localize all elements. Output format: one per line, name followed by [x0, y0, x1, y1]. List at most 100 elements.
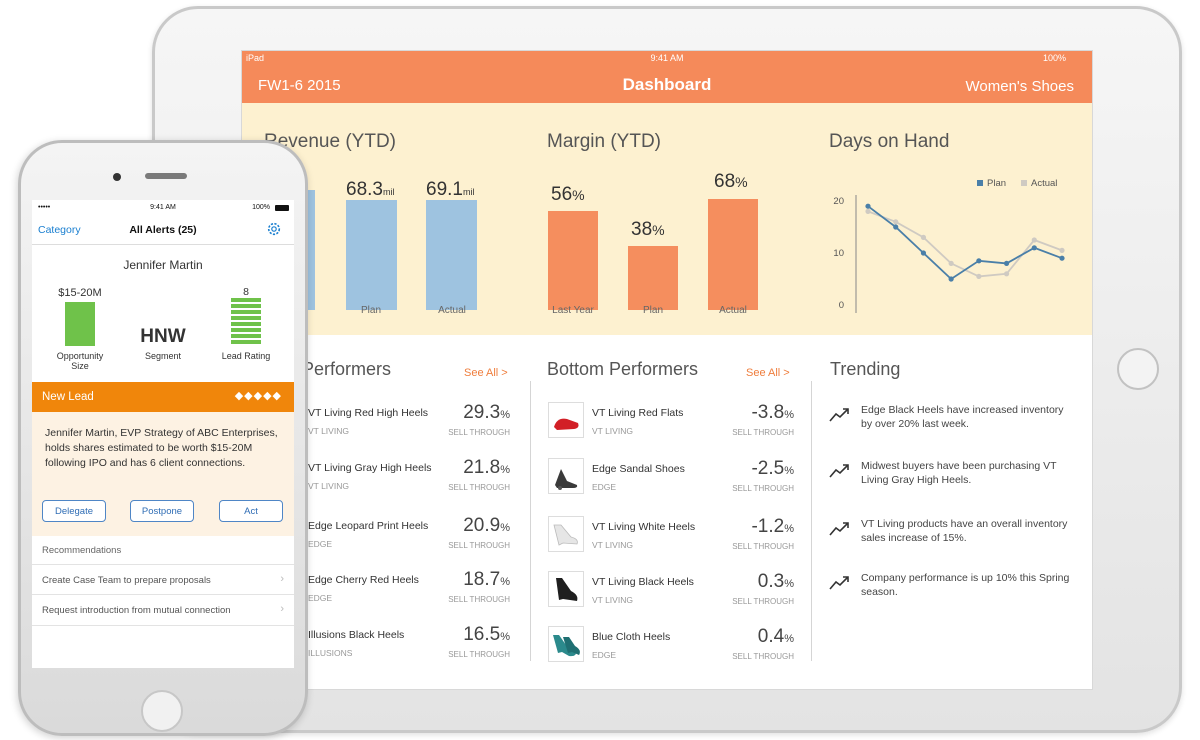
- data-point-actual: [865, 208, 871, 214]
- postpone-button[interactable]: Postpone: [130, 500, 194, 522]
- camera-icon: [113, 173, 121, 181]
- sell-through-value: -3.8%: [751, 402, 794, 423]
- bottom-performers-see-all-link[interactable]: See All >: [746, 367, 790, 379]
- bottom-performer-row[interactable]: Blue Cloth Heels EDGE 0.4% SELL THROUGH: [548, 626, 794, 676]
- margin-last-year-value: 56%: [551, 184, 585, 205]
- sandal-thumbnail: [548, 458, 584, 494]
- opportunity-size-bar: [65, 302, 95, 346]
- revenue-bar-actual[interactable]: [426, 200, 477, 310]
- data-point-plan: [893, 224, 899, 230]
- sell-through-label: SELL THROUGH: [732, 542, 794, 551]
- ipad-screen: iPad 9:41 AM 100% FW1-6 2015 Dashboard W…: [241, 50, 1093, 690]
- segment-label: Segment: [144, 351, 182, 361]
- chevron-right-icon: ›: [280, 573, 284, 585]
- bottom-performer-row[interactable]: VT Living White Heels VT LIVING -1.2% SE…: [548, 516, 794, 566]
- white-heels-thumbnail: [548, 516, 584, 552]
- page-title: Dashboard: [622, 75, 712, 94]
- margin-actual-label: Actual: [719, 305, 747, 316]
- data-point-actual: [976, 273, 982, 279]
- product-brand: VT LIVING: [592, 540, 633, 550]
- battery-icon: [275, 205, 289, 211]
- sell-through-label: SELL THROUGH: [448, 595, 510, 604]
- sell-through-label: SELL THROUGH: [448, 541, 510, 550]
- sell-through-value: 29.3%: [463, 402, 510, 423]
- sell-through-value: 16.5%: [463, 624, 510, 645]
- blue-heels-thumbnail: [548, 626, 584, 662]
- product-brand: VT LIVING: [592, 595, 633, 605]
- margin-bar-last-year[interactable]: [548, 211, 598, 310]
- chevron-right-icon: ›: [280, 603, 284, 615]
- top-performer-row[interactable]: Edge Cherry Red Heels EDGE 18.7% SELL TH…: [264, 569, 510, 619]
- recommendations-title: Recommendations: [42, 545, 122, 556]
- lead-rating-value: 8: [243, 286, 249, 298]
- revenue-bar-plan[interactable]: [346, 200, 397, 310]
- trending-text: Company performance is up 10% this Sprin…: [861, 572, 1070, 598]
- revenue-actual-value: 69.1mil: [426, 179, 475, 200]
- alerts-title: All Alerts (25): [129, 224, 197, 236]
- y-tick-label: 0: [839, 300, 844, 311]
- margin-bar-plan[interactable]: [628, 246, 678, 310]
- sell-through-label: SELL THROUGH: [448, 483, 510, 492]
- product-name: VT Living Red High Heels: [308, 407, 429, 419]
- product-name: VT Living Red Flats: [592, 407, 684, 419]
- margin-plan-value: 38%: [631, 219, 665, 240]
- opportunity-size-value: $15-20M: [58, 287, 102, 299]
- lead-rating-bar: [231, 298, 261, 346]
- carrier-label: iPad: [246, 53, 265, 63]
- product-name: VT Living White Heels: [592, 521, 696, 533]
- list-divider: [32, 564, 294, 565]
- nav-divider: [32, 244, 294, 245]
- product-name: Illusions Black Heels: [308, 629, 405, 641]
- new-lead-banner: New Lead ◆◆◆◆◆: [32, 382, 294, 412]
- iphone-home-button[interactable]: [141, 690, 183, 732]
- client-name: Jennifer Martin: [123, 258, 203, 272]
- margin-last-year-label: Last Year: [552, 305, 594, 316]
- category-selector[interactable]: Women's Shoes: [965, 78, 1074, 95]
- data-point-actual: [1059, 247, 1065, 253]
- product-brand: ILLUSIONS: [308, 648, 353, 658]
- product-brand: EDGE: [308, 593, 333, 603]
- product-name: Edge Cherry Red Heels: [308, 574, 419, 586]
- period-selector[interactable]: FW1-6 2015: [258, 77, 341, 94]
- trending-text: Edge Black Heels have increased inventor…: [861, 404, 1064, 430]
- opportunity-size-label: Opportunity Size: [56, 351, 104, 371]
- ipad-status-bar: iPad 9:41 AM 100%: [242, 51, 1092, 65]
- top-performer-row[interactable]: Edge Leopard Print Heels EDGE 20.9% SELL…: [264, 515, 510, 565]
- top-performer-row[interactable]: VT Living Red High Heels VT LIVING 29.3%…: [264, 402, 510, 452]
- trending-up-icon: [829, 408, 849, 422]
- days-on-hand-title: Days on Hand: [829, 131, 950, 152]
- series-line-plan: [867, 205, 1063, 281]
- top-performers-see-all-link[interactable]: See All >: [464, 367, 508, 379]
- margin-bar-actual[interactable]: [708, 199, 758, 310]
- product-brand: EDGE: [592, 650, 617, 660]
- product-name: VT Living Gray High Heels: [308, 462, 432, 474]
- margin-plan-label: Plan: [642, 305, 663, 316]
- bottom-performer-row[interactable]: VT Living Black Heels VT LIVING 0.3% SEL…: [548, 571, 794, 621]
- data-point-actual: [1003, 271, 1010, 277]
- lead-rating-diamonds: ◆◆◆◆◆: [234, 390, 282, 402]
- battery-label: 100%: [1042, 53, 1066, 63]
- bottom-performer-row[interactable]: Edge Sandal Shoes EDGE -2.5% SELL THROUG…: [548, 458, 794, 508]
- lead-rating-label: Lead Rating: [221, 351, 271, 361]
- trending-text: VT Living products have an overall inven…: [861, 518, 1068, 544]
- data-point-actual: [893, 219, 899, 225]
- product-brand: VT LIVING: [308, 481, 349, 491]
- legend-actual-label: Actual: [1031, 178, 1057, 189]
- revenue-actual-label: Actual: [438, 305, 466, 316]
- act-button[interactable]: Act: [219, 500, 283, 522]
- gear-icon[interactable]: [266, 221, 282, 237]
- top-performer-row[interactable]: VT Living Gray High Heels VT LIVING 21.8…: [264, 457, 510, 507]
- y-tick-label: 20: [833, 196, 844, 207]
- recommendation-text: Request introduction from mutual connect…: [42, 605, 231, 616]
- dashboard-header: iPad 9:41 AM 100% FW1-6 2015 Dashboard W…: [242, 51, 1092, 103]
- revenue-plan-value: 68.3mil: [346, 179, 395, 200]
- top-performer-row[interactable]: Illusions Black Heels ILLUSIONS 16.5% SE…: [264, 624, 510, 674]
- list-divider: [32, 625, 294, 626]
- category-back-button[interactable]: Category: [38, 224, 81, 236]
- margin-actual-value: 68%: [714, 171, 748, 192]
- status-time: 9:41 AM: [650, 53, 684, 63]
- ipad-home-button[interactable]: [1117, 348, 1159, 390]
- bottom-performer-row[interactable]: VT Living Red Flats VT LIVING -3.8% SELL…: [548, 402, 794, 452]
- delegate-button[interactable]: Delegate: [42, 500, 106, 522]
- sell-through-label: SELL THROUGH: [732, 652, 794, 661]
